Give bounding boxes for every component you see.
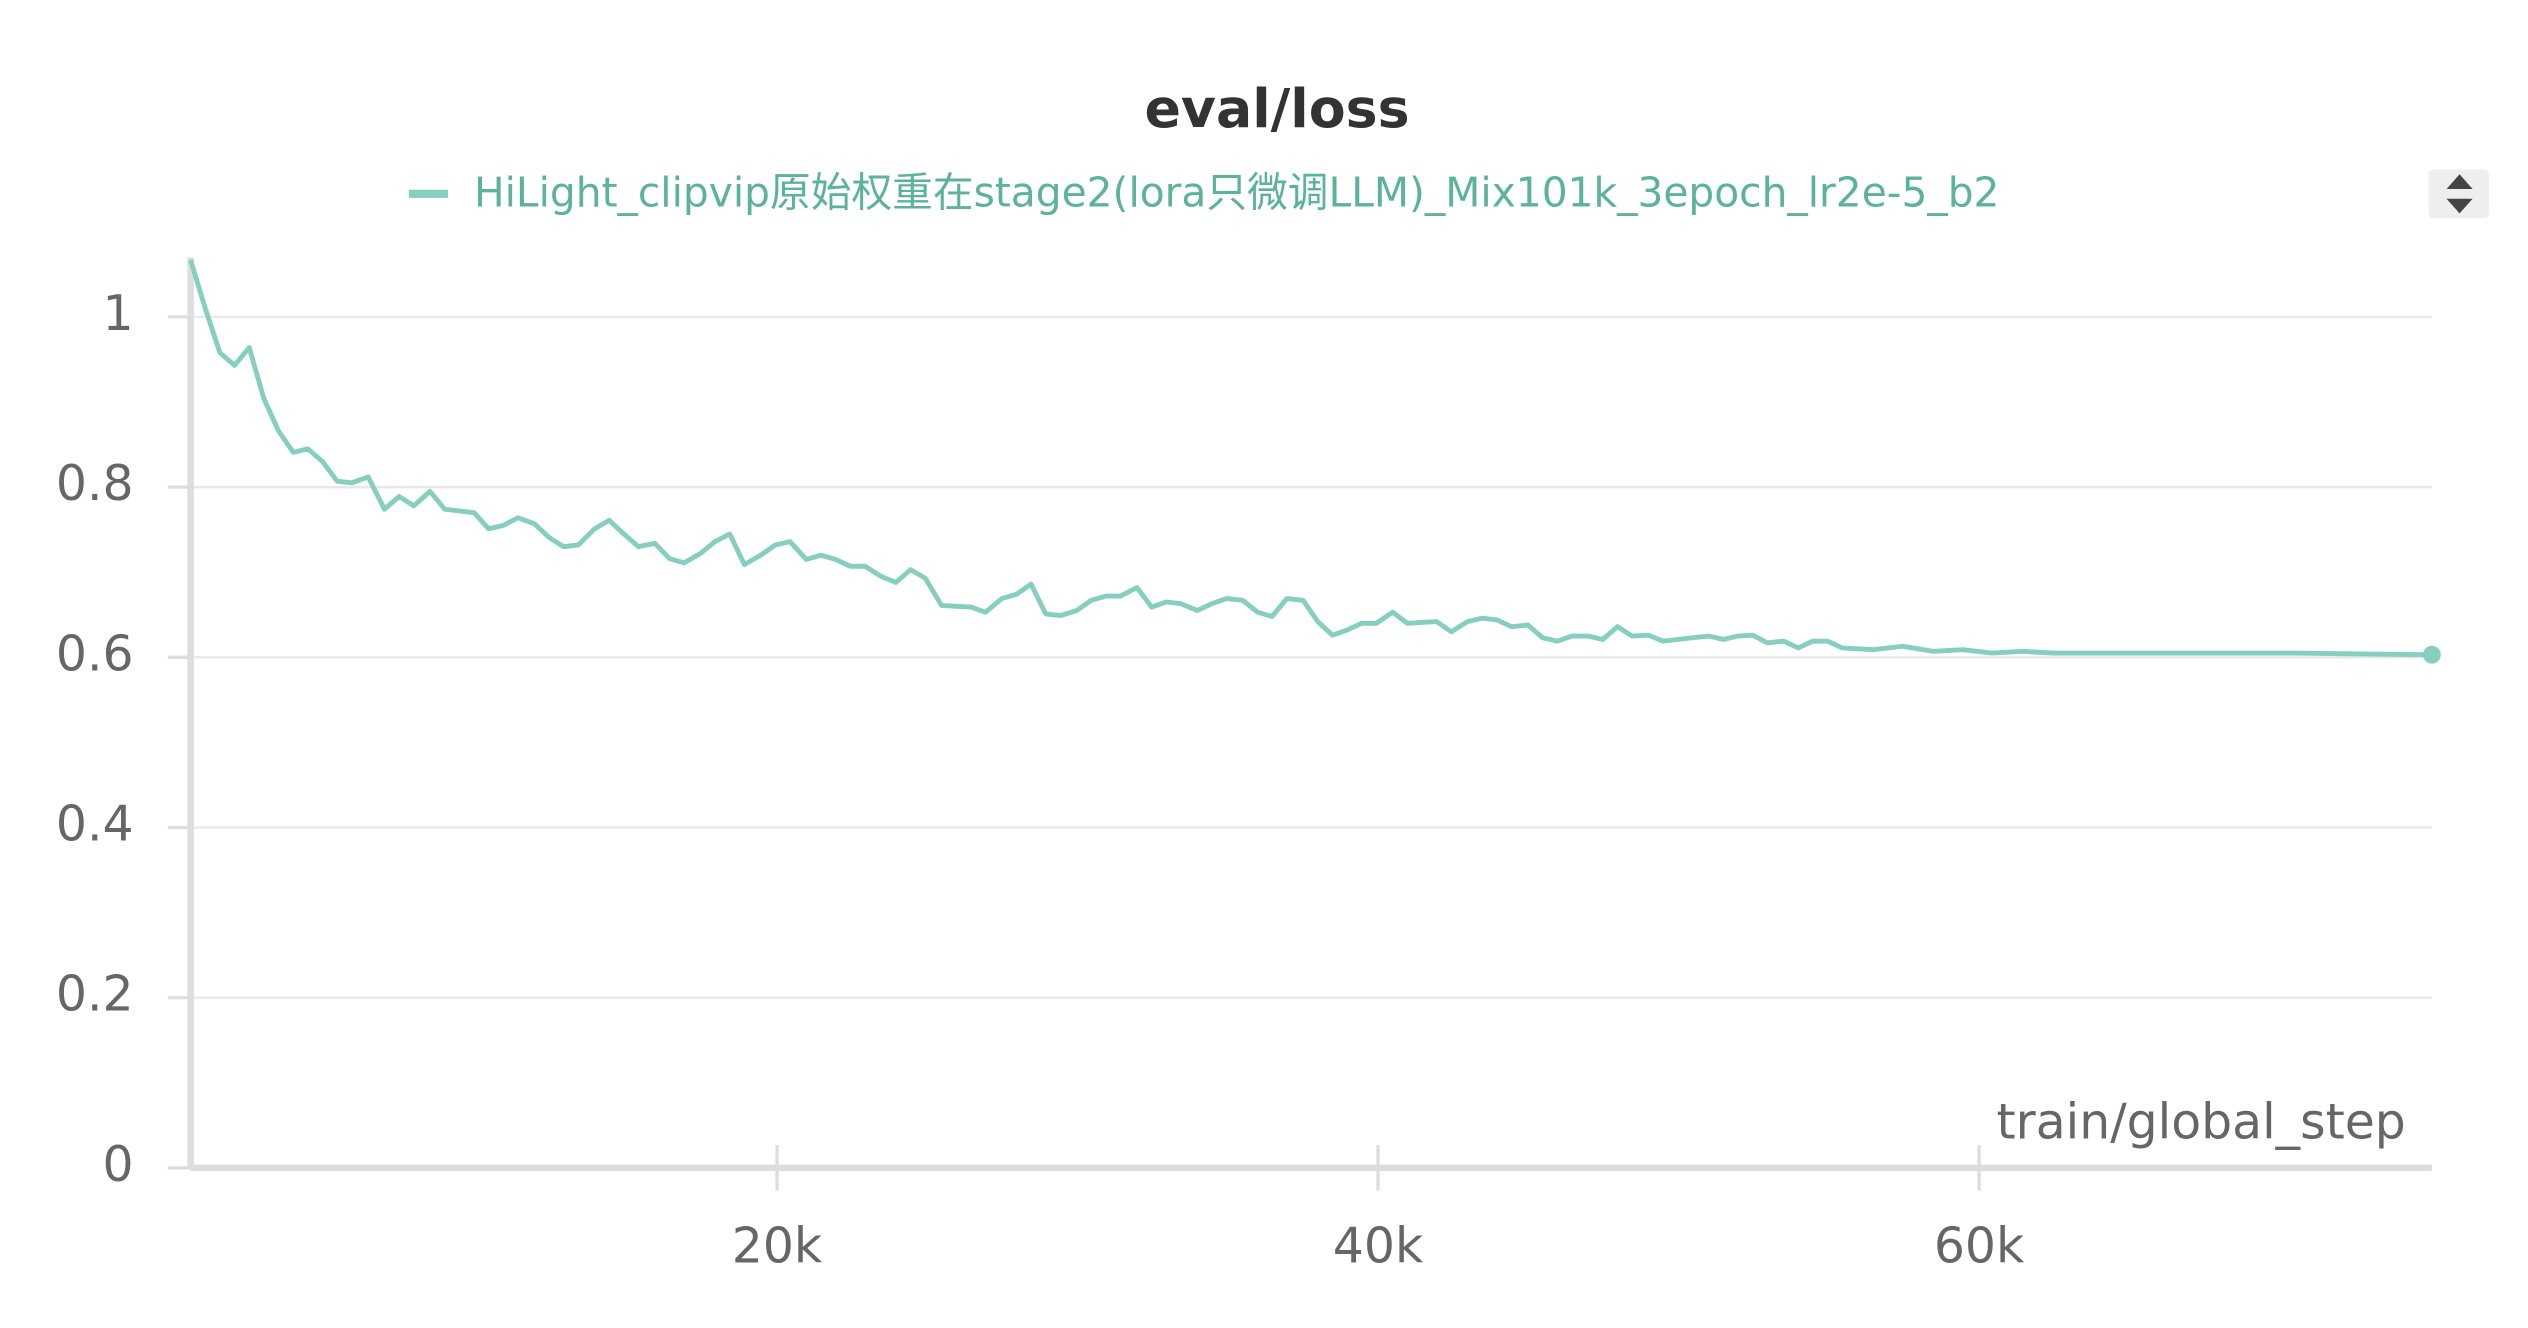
legend-scroll[interactable] (2428, 169, 2489, 219)
y-tick-label: 1 (102, 285, 133, 342)
y-tick-label: 0 (102, 1136, 133, 1193)
y-tick-label: 0.2 (56, 966, 134, 1023)
line-series (188, 259, 2432, 658)
y-tick-label: 0.4 (56, 796, 134, 853)
x-tick-label: 20k (732, 1217, 823, 1274)
x-tick-label: 60k (1934, 1217, 2025, 1274)
scroll-button[interactable] (2428, 169, 2489, 219)
y-tick-label: 0.6 (56, 625, 134, 682)
y-tick-label: 0.8 (56, 455, 134, 512)
end-point (2422, 645, 2441, 664)
chart-title: eval/loss (1144, 77, 1409, 140)
scroll-icon (2446, 174, 2473, 214)
x-axis-label: train/global_step (1996, 1094, 2405, 1151)
legend-label: HiLight_clipvip原始权重在stage2(lora只微调LLM)_M… (474, 168, 1999, 216)
x-tick-label: 40k (1333, 1217, 1424, 1274)
